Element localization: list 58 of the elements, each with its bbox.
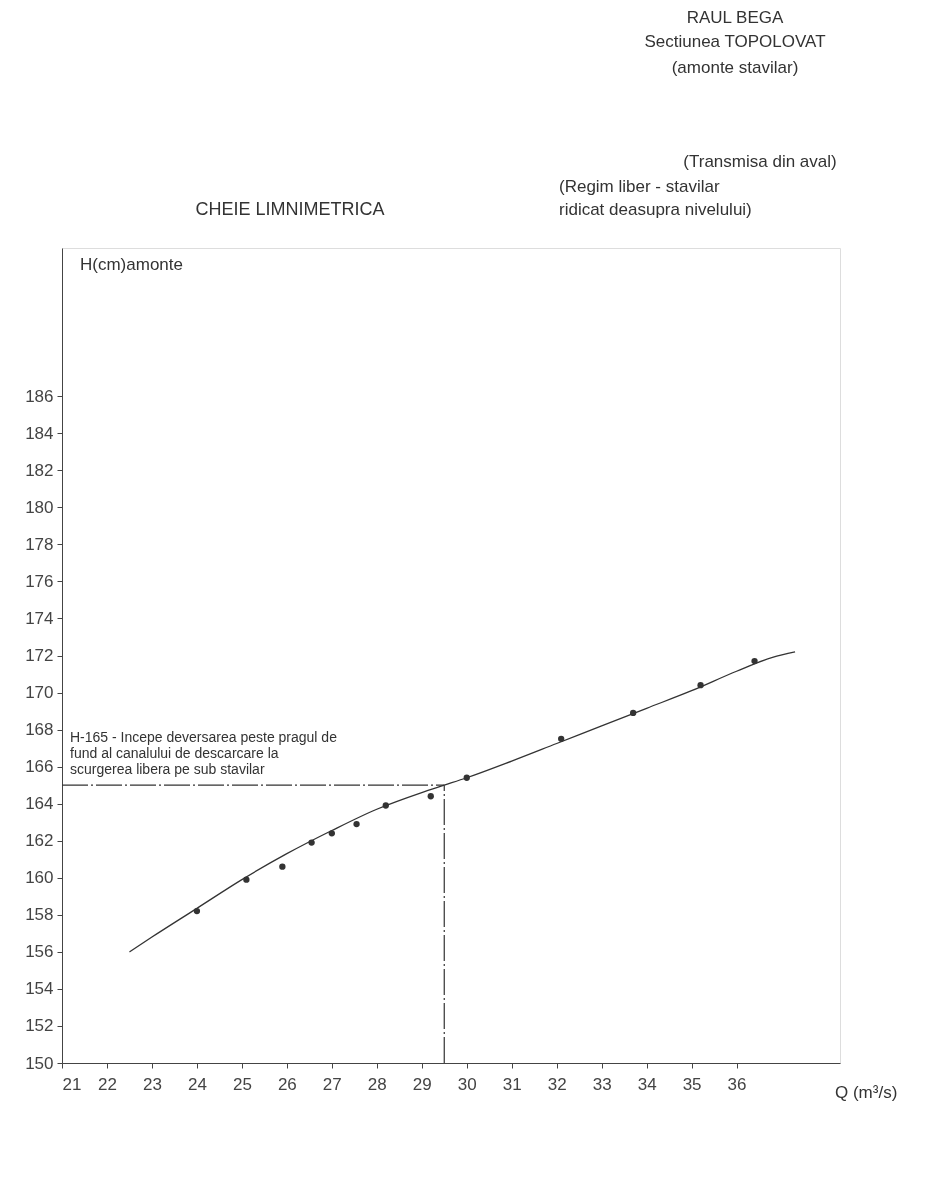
y-tick-label: 184 [25,423,54,443]
x-tick-label: 28 [367,1074,387,1094]
y-tick-label: 158 [25,905,54,925]
x-tick-label: 29 [412,1074,432,1094]
x-tick-label: 34 [637,1074,657,1094]
point [463,774,470,781]
x-tick-label: 35 [682,1074,702,1094]
text: ridicat deasupra nivelului) [559,200,752,219]
x-tick-label: 22 [98,1074,117,1094]
y-tick-label: 162 [25,831,54,851]
text: RAUL BEGA [686,8,784,27]
point [558,735,565,743]
point [193,907,201,915]
x-tick-label: 24 [187,1074,207,1094]
y-tick-label: 182 [25,460,54,480]
x-tick-label: 31 [502,1074,522,1094]
y-tick-label: 164 [25,794,54,814]
point [629,709,637,717]
point [353,820,360,828]
y-tick-label: 166 [25,757,54,777]
y-tick-label: 160 [25,868,54,888]
x-axis-title: Q (m³/s) [835,1083,898,1102]
x-tick-label: 27 [322,1074,342,1094]
y-tick-label: 180 [25,497,54,517]
y-tick-label: 176 [25,571,54,591]
y-tick-label: 156 [25,942,54,962]
y-tick-label: 170 [25,683,54,703]
text: Sectiunea TOPOLOVAT [644,32,826,51]
x-tick-label: 23 [142,1074,162,1094]
x-tick-label: 25 [232,1074,252,1094]
y-tick-label: 174 [25,608,54,628]
y-axis-title: H(cm)amonte [80,255,183,274]
point [308,839,315,846]
point [243,876,250,883]
x-tick-label: 30 [457,1074,477,1094]
y-tick-label: 152 [25,1016,54,1036]
ref-line-label: H-165 - Incepe deversarea peste pragul de fund al canalului de descarcare la scurgerea libera pe sub stavilar [70,729,338,778]
y-tick-label: 178 [25,534,54,554]
x-tick-label: 36 [727,1074,747,1094]
y-tick-label: 168 [25,720,54,740]
y-tick-label: 186 [25,386,54,406]
text: (amonte stavilar) [671,58,799,77]
text: (Regim liber - stavilar [559,177,720,196]
point [328,830,335,837]
y-tick-label: 154 [25,979,54,999]
y-tick-label: 172 [25,646,54,665]
point [427,793,434,800]
x-tick-label: 32 [547,1074,567,1094]
text: (Transmisa din aval) [683,152,837,171]
point [751,657,758,665]
chart-title: CHEIE LIMNIMETRICA [195,199,385,219]
point [279,863,286,870]
x-tick-label: 21 [62,1074,82,1094]
x-tick-label: 33 [592,1074,612,1094]
point [382,802,389,809]
point [697,681,704,689]
x-tick-label: 26 [277,1074,297,1094]
y-tick-label: 150 [25,1053,54,1073]
